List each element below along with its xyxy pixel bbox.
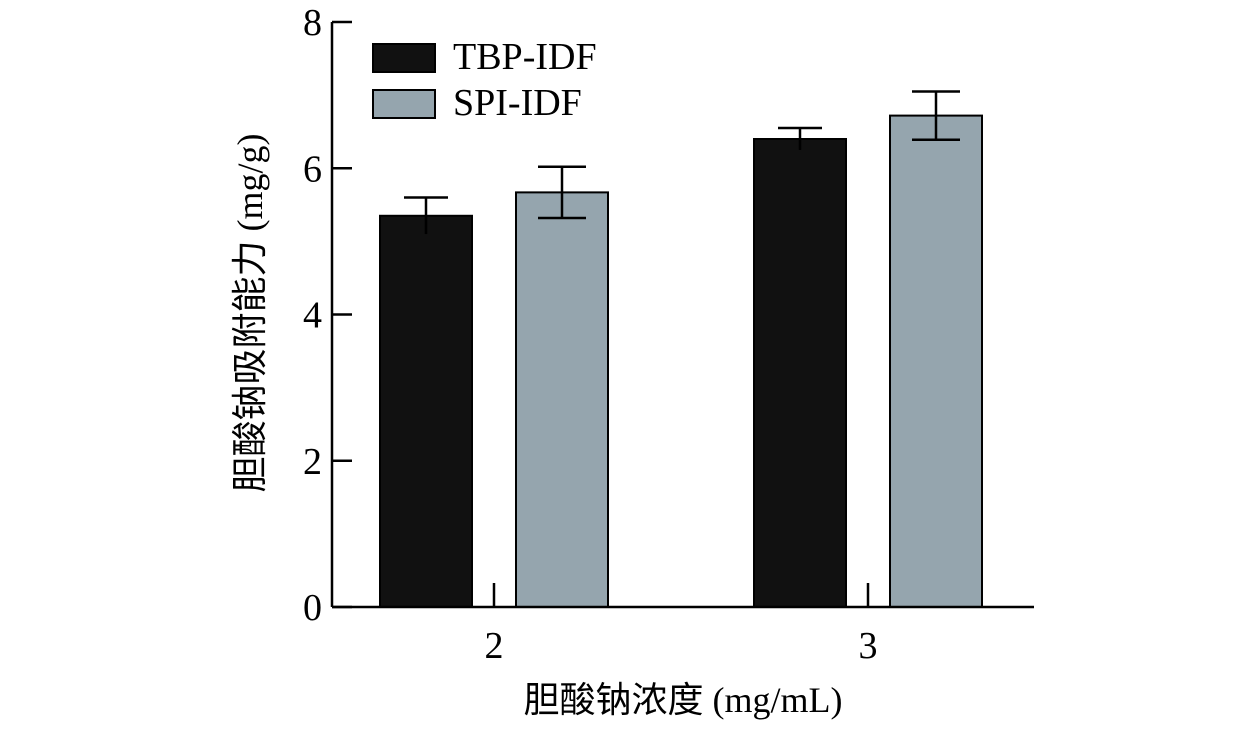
x-axis-label: 胆酸钠浓度 (mg/mL) bbox=[524, 680, 843, 720]
legend-swatch-tbp-idf bbox=[372, 43, 436, 73]
y-ticks-layer: 0 2 4 6 8 bbox=[303, 2, 352, 629]
y-tick-label: 8 bbox=[303, 2, 322, 44]
error-bars-layer bbox=[404, 90, 960, 235]
bar-spi-idf-3 bbox=[889, 114, 983, 608]
x-tick-label: 2 bbox=[485, 625, 504, 667]
bars-layer bbox=[379, 114, 983, 608]
bar-spi-idf-2 bbox=[515, 191, 609, 608]
y-axis-label: 胆酸钠吸附能力 (mg/g) bbox=[230, 134, 270, 493]
y-tick-label: 6 bbox=[303, 148, 322, 190]
bar-tbp-idf-2 bbox=[379, 214, 473, 608]
y-tick-label: 0 bbox=[303, 587, 322, 629]
legend-swatch-spi-idf bbox=[372, 89, 436, 119]
y-tick-label: 2 bbox=[303, 441, 322, 483]
bar-tbp-idf-3 bbox=[753, 138, 847, 608]
legend-label-tbp-idf: TBP-IDF bbox=[453, 36, 597, 78]
y-tick-label: 4 bbox=[303, 295, 322, 337]
legend-label-spi-idf: SPI-IDF bbox=[453, 82, 582, 124]
x-tick-label: 3 bbox=[859, 625, 878, 667]
